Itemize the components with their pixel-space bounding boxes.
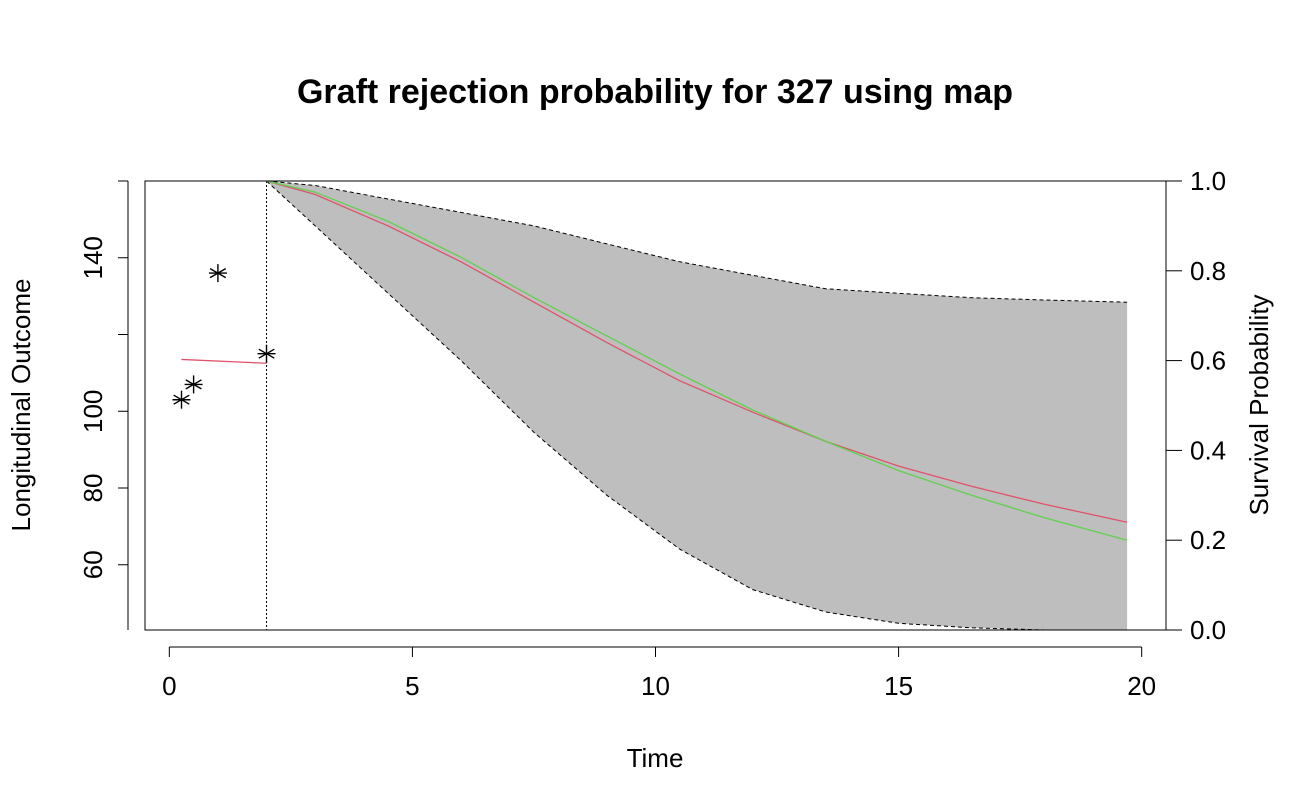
y-left-tick-label: 100 — [78, 390, 108, 433]
lines-layer — [181, 180, 1128, 630]
x-axis: 0 5 10 15 20 — [162, 646, 1156, 701]
lower-bound-line — [266, 180, 1128, 631]
y-left-tick-label: 80 — [78, 474, 108, 503]
y-axis-right: 0.0 0.2 0.4 0.6 0.8 1.0 — [1165, 166, 1226, 645]
x-tick-label: 15 — [884, 671, 913, 701]
observation-point — [208, 264, 227, 283]
y-right-tick-label: 0.6 — [1190, 346, 1226, 376]
y-axis-left-title: Longitudinal Outcome — [6, 279, 36, 532]
y-right-tick-label: 0.4 — [1190, 435, 1226, 465]
x-tick-label: 0 — [162, 671, 176, 701]
observation-point — [257, 344, 276, 363]
points-layer — [172, 264, 276, 409]
y-right-tick-label: 1.0 — [1190, 166, 1226, 196]
x-tick-label: 5 — [405, 671, 419, 701]
survival-mean-line — [266, 180, 1128, 523]
x-axis-title: Time — [627, 743, 684, 773]
survival-median-line — [266, 180, 1128, 541]
confidence-band-layer — [266, 180, 1128, 631]
x-tick-label: 10 — [641, 671, 670, 701]
observation-point — [172, 390, 191, 409]
observation-point — [184, 375, 203, 394]
longitudinal-fit-line — [181, 358, 267, 364]
upper-bound-line — [266, 180, 1128, 303]
chart-title: Graft rejection probability for 327 usin… — [297, 73, 1013, 111]
y-right-tick-label: 0.0 — [1190, 615, 1226, 645]
y-right-tick-label: 0.2 — [1190, 525, 1226, 555]
y-left-tick-label: 60 — [78, 550, 108, 579]
confidence-band — [266, 181, 1128, 630]
x-tick-label: 20 — [1127, 671, 1156, 701]
y-axis-left: 60 80 100 140 — [78, 180, 129, 630]
y-left-tick-label: 140 — [78, 236, 108, 279]
y-right-tick-label: 0.8 — [1190, 256, 1226, 286]
y-axis-right-title: Survival Probability — [1244, 294, 1274, 515]
